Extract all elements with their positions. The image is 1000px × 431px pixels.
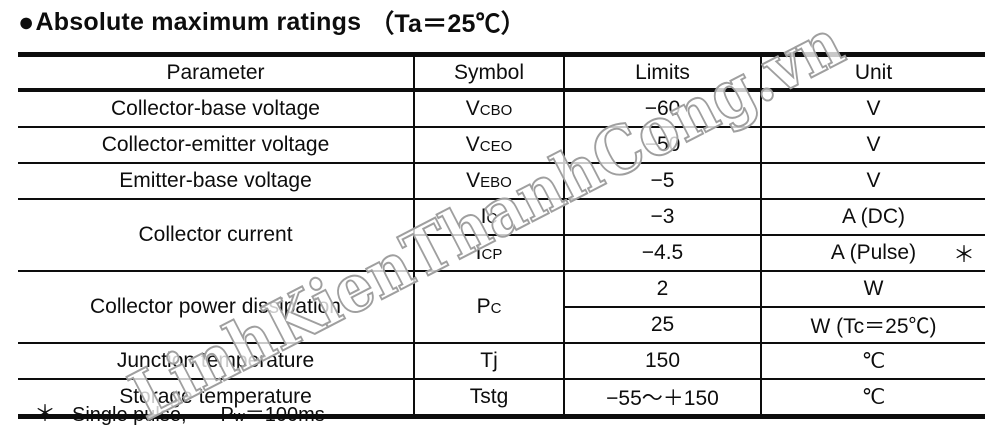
symbol-main: V [465, 133, 480, 156]
unit-cell: V [760, 163, 985, 200]
symbol-main: I [480, 205, 487, 228]
limit-cell: −5 [563, 163, 761, 200]
limit-cell: 25 [563, 307, 761, 344]
table-row: Collector-base voltage VCBO −60 V [18, 90, 985, 128]
unit-cell: A (DC) [760, 199, 985, 236]
limit-cell: −4.5 [563, 235, 761, 272]
symbol-cell: PC [413, 271, 564, 344]
page-title-condition: （Ta＝25℃） [369, 10, 526, 38]
footnote-symbol-sub: w [233, 408, 245, 425]
table-row: Emitter-base voltage VEBO −5 V [18, 163, 985, 200]
symbol-main: P [476, 295, 491, 318]
table-row: Junction temperature Tj 150 ℃ [18, 343, 985, 380]
table-header-row: Parameter Symbol Limits Unit [18, 54, 985, 91]
symbol-sub: CEO [479, 138, 513, 155]
symbol-main: V [465, 97, 480, 120]
parameter-cell: Collector-base voltage [18, 90, 414, 128]
asterisk-icon: ＊ [952, 242, 975, 267]
bullet-icon: ● [18, 6, 35, 37]
parameter-cell: Storage temperature [18, 379, 414, 418]
footnote-symbol-main: P [220, 404, 234, 426]
footnote-value: ＝100ms [244, 404, 325, 426]
symbol-sub: C [486, 210, 498, 227]
unit-cell: ℃ [760, 379, 985, 418]
unit-cell: ℃ [760, 343, 985, 380]
symbol-cell: ICP [413, 235, 564, 272]
limit-cell: −3 [563, 199, 761, 236]
symbol-sub: C [490, 300, 502, 317]
footnote-text: Single pulse, [72, 404, 187, 426]
parameter-cell: Emitter-base voltage [18, 163, 414, 200]
absolute-maximum-ratings-table: Parameter Symbol Limits Unit Collector-b… [18, 52, 985, 419]
symbol-cell: VEBO [413, 163, 564, 200]
unit-cell: W (Tc＝25℃) [760, 307, 985, 344]
symbol-cell: Tj [413, 343, 564, 380]
page-title: ● Absolute maximum ratings （Ta＝25℃） [18, 4, 526, 40]
limit-cell: −50 [563, 127, 761, 164]
limit-cell: −55〜＋150 [563, 379, 761, 418]
symbol-sub: EBO [480, 174, 512, 191]
symbol-sub: CP [481, 246, 503, 263]
table-row: 25 W (Tc＝25℃) [18, 307, 985, 344]
page-title-text: Absolute maximum ratings [35, 7, 362, 36]
table-row: Storage temperature Tstg −55〜＋150 ℃ [18, 379, 985, 418]
symbol-main: I [475, 241, 482, 264]
parameter-cell: Collector-emitter voltage [18, 127, 414, 164]
unit-cell: V [760, 127, 985, 164]
unit-cell: W [760, 271, 985, 308]
column-header-limits: Limits [563, 54, 761, 91]
limit-cell: −60 [563, 90, 761, 128]
symbol-cell: VCBO [413, 90, 564, 128]
parameter-cell: Junction temperature [18, 343, 414, 380]
footnote: ＊ Single pulse, Pw＝100ms [34, 396, 325, 428]
column-header-symbol: Symbol [413, 54, 564, 91]
symbol-main: V [466, 169, 481, 192]
unit-cell: V [760, 90, 985, 128]
table-row: Collector current IC −3 A (DC) [18, 199, 985, 272]
unit-text: A (Pulse) [830, 241, 917, 264]
table-row: ICP −4.5 A (Pulse) ＊ [18, 235, 985, 272]
limit-cell: 2 [563, 271, 761, 308]
unit-cell: A (Pulse) ＊ [760, 235, 985, 272]
symbol-main: Tj [480, 349, 498, 372]
symbol-sub: CBO [479, 102, 513, 119]
symbol-cell: Tstg [413, 379, 564, 418]
asterisk-icon: ＊ [34, 401, 57, 426]
footnote-pw: Pw＝100ms [221, 398, 325, 427]
table-row: Collector-emitter voltage VCEO −50 V [18, 127, 985, 164]
parameter-cell: Collector power dissipation [18, 271, 414, 344]
column-header-parameter: Parameter [18, 54, 414, 91]
symbol-cell: IC [413, 199, 564, 236]
column-header-unit: Unit [760, 54, 985, 91]
symbol-cell: VCEO [413, 127, 564, 164]
parameter-cell: Collector current [18, 199, 414, 272]
table-row: Collector power dissipation PC 2 W [18, 271, 985, 344]
symbol-main: Tstg [469, 385, 509, 408]
limit-cell: 150 [563, 343, 761, 380]
